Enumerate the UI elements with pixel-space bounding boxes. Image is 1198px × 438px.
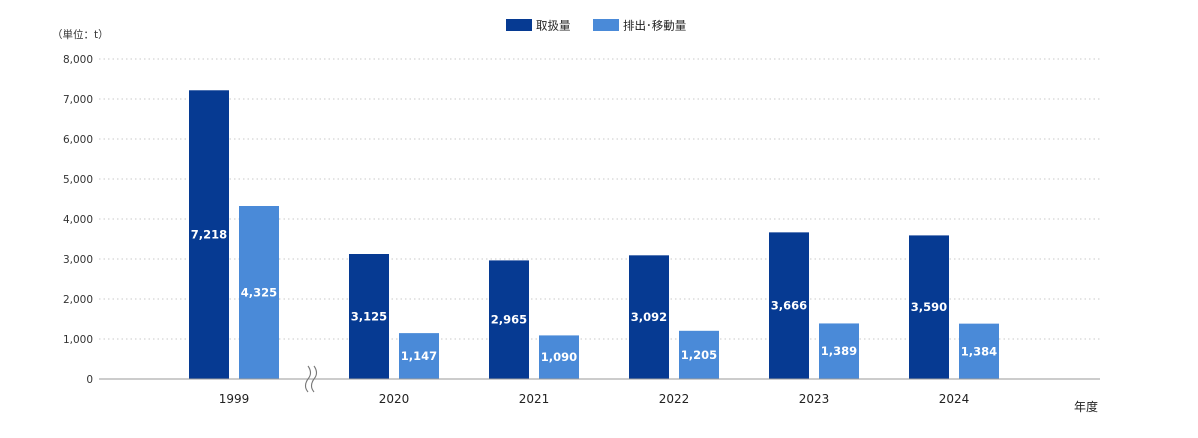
x-tick-label: 2023 [799, 392, 830, 406]
bar-value-label: 1,147 [401, 349, 437, 363]
y-tick-label: 6,000 [63, 134, 93, 146]
y-tick-label: 3,000 [63, 254, 93, 266]
y-tick-label: 5,000 [63, 174, 93, 186]
bar-value-label: 1,090 [541, 350, 577, 364]
bar-emission-2020 [399, 333, 439, 379]
legend-swatch [593, 19, 619, 31]
bar-value-label: 1,389 [821, 344, 857, 358]
axis-break-mark [310, 365, 318, 393]
axis-break-mark [304, 365, 312, 393]
bar-handling-2023 [769, 232, 809, 379]
x-tick-label: 2020 [379, 392, 410, 406]
bar-value-label: 1,384 [961, 344, 997, 358]
bar-value-label: 2,965 [491, 313, 527, 327]
unit-label: （単位：t） [52, 28, 109, 41]
bar-handling-2024 [909, 235, 949, 379]
y-tick-label: 7,000 [63, 94, 93, 106]
bar-handling-2020 [349, 254, 389, 379]
bar-value-label: 3,590 [911, 300, 947, 314]
bar-emission-2023 [819, 323, 859, 379]
bar-value-label: 1,205 [681, 348, 717, 362]
legend-label: 取扱量 [536, 19, 571, 33]
bar-emission-2021 [539, 335, 579, 379]
bar-value-label: 4,325 [241, 286, 277, 300]
x-tick-label: 2022 [659, 392, 690, 406]
bar-handling-1999 [189, 90, 229, 379]
x-tick-label: 2024 [939, 392, 970, 406]
bar-emission-2024 [959, 323, 999, 379]
bar-value-label: 7,218 [191, 228, 227, 242]
legend-label: 排出･移動量 [623, 19, 686, 33]
y-tick-label: 1,000 [63, 334, 93, 346]
y-tick-label: 2,000 [63, 294, 93, 306]
bar-value-label: 3,125 [351, 310, 387, 324]
bar-value-label: 3,666 [771, 299, 807, 313]
bar-handling-2022 [629, 255, 669, 379]
bar-emission-1999 [239, 206, 279, 379]
bar-value-label: 3,092 [631, 310, 667, 324]
x-tick-label: 1999 [219, 392, 250, 406]
bar-emission-2022 [679, 330, 719, 379]
bar-handling-2021 [489, 260, 529, 379]
x-axis-title: 年度 [1074, 399, 1098, 414]
y-tick-label: 8,000 [63, 54, 93, 66]
legend-swatch [506, 19, 532, 31]
y-tick-label: 0 [86, 374, 93, 386]
x-tick-label: 2021 [519, 392, 550, 406]
y-tick-label: 4,000 [63, 214, 93, 226]
